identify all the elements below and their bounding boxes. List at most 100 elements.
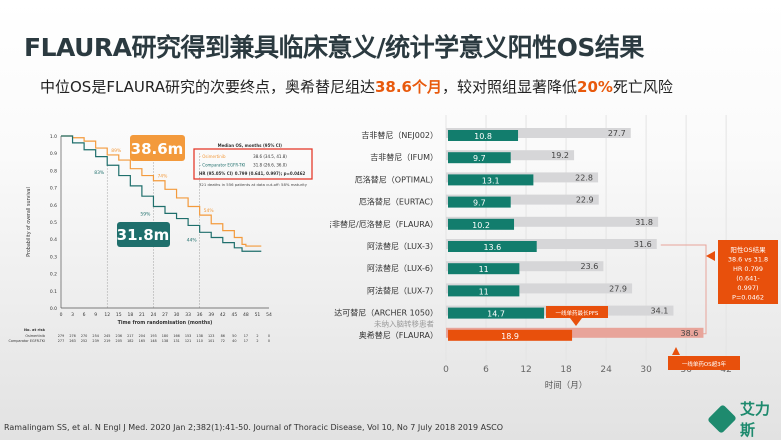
- callout-arrow: [706, 251, 715, 261]
- os-value: 31.6: [634, 240, 652, 249]
- os-value: 22.8: [575, 173, 593, 182]
- os-value: 23.6: [581, 262, 599, 271]
- callout-box: [718, 240, 778, 304]
- y-tick-label: 0.5: [50, 220, 57, 226]
- survival-label: 83%: [94, 170, 105, 176]
- x-tick-label: 12: [104, 312, 110, 318]
- os-value: 34.1: [651, 307, 669, 316]
- risk-value: 0: [268, 339, 270, 343]
- risk-value: 148: [150, 339, 156, 343]
- category-label: 达可替尼（ARCHER 1050）: [334, 308, 438, 318]
- category-label: 吉非替尼/厄洛替尼（FLAURA）: [330, 219, 438, 229]
- os-value: 27.7: [608, 129, 626, 138]
- risk-value: 138: [162, 339, 168, 343]
- category-label: 厄洛替尼（OPTIMAL）: [355, 174, 438, 184]
- subtitle-text: 中位OS是FLAURA研究的次要终点，奥希替尼组达: [40, 78, 375, 96]
- y-axis-label: Probability of overall survival: [26, 187, 32, 257]
- logo: 艾力斯: [707, 398, 781, 440]
- y-tick-label: 0.6: [50, 203, 57, 209]
- bar-pfs: [448, 152, 511, 164]
- x-tick-label: 0: [443, 365, 449, 375]
- risk-value: 166: [173, 334, 179, 338]
- y-tick-label: 0.1: [50, 289, 57, 295]
- pfs-annotation-box: [546, 306, 608, 318]
- os-value: 22.9: [576, 196, 594, 205]
- callout-text: P=0.0462: [732, 294, 764, 302]
- risk-value: 165: [139, 339, 145, 343]
- x-tick-label: 0: [60, 312, 63, 318]
- risk-value: 236: [116, 334, 122, 338]
- km-curve-osimertinib: [61, 135, 262, 247]
- y-tick-label: 0.9: [50, 151, 57, 157]
- pfs-value: 13.6: [483, 243, 501, 252]
- bar-pfs: [448, 263, 520, 275]
- callout-text: (0.641-: [736, 275, 760, 283]
- pfs-value: 11: [479, 265, 489, 274]
- y-tick-label: 0.8: [50, 168, 57, 174]
- legend-note: 321 deaths in 556 patients at data cut-o…: [199, 182, 308, 187]
- bar-pfs: [448, 174, 534, 186]
- os-annotation-arrow: [672, 347, 680, 355]
- os-annotation-text: 一线单药OS超3年: [682, 360, 727, 368]
- subtitle-highlight-median: 38.6个月: [374, 78, 442, 96]
- os-value: 27.9: [609, 284, 627, 293]
- risk-value: 110: [196, 339, 202, 343]
- category-note: 未纳入脑转移患者: [374, 319, 434, 329]
- km-curve-comparator: [61, 135, 262, 252]
- x-tick-label: 42: [220, 312, 226, 318]
- bar-os: [446, 261, 604, 272]
- pfs-value: 10.8: [474, 132, 492, 141]
- bar-os: [446, 239, 657, 249]
- risk-value: 182: [127, 339, 133, 343]
- risk-value: 2: [256, 339, 258, 343]
- bar-pfs: [448, 329, 573, 341]
- slide-title: FLAURA研究得到兼具临床意义/统计学意义阳性OS结果: [24, 33, 644, 62]
- legend-value: 38.6 (34.5, 41.8): [253, 154, 287, 159]
- x-tick-label: 54: [266, 312, 272, 318]
- survival-label: 74%: [157, 174, 168, 180]
- risk-value: 252: [81, 339, 87, 343]
- survival-label: 89%: [111, 148, 122, 154]
- risk-row-label: Comparator EGFR-TKI: [9, 339, 45, 343]
- x-tick-label: 30: [640, 365, 652, 375]
- pfs-value: 9.7: [473, 154, 486, 163]
- risk-value: 217: [127, 334, 133, 338]
- risk-value: 138: [196, 334, 202, 338]
- pfs-value: 9.7: [473, 199, 486, 208]
- bar-pfs: [448, 241, 537, 252]
- logo-text: 艾力斯: [740, 400, 771, 439]
- pfs-value: 18.9: [501, 332, 519, 341]
- category-label: 阿法替尼（LUX-7）: [367, 285, 438, 295]
- callout-text: HR 0.799: [733, 265, 763, 273]
- x-tick-label: 30: [174, 312, 180, 318]
- risk-value: 101: [208, 339, 214, 343]
- os-annotation-box: [668, 356, 740, 370]
- subtitle-text: ，较对照组显著降低: [442, 78, 578, 96]
- median-value-osimertinib: 38.6m: [131, 140, 184, 158]
- x-tick-label: 12: [520, 365, 531, 375]
- y-tick-label: 0.4: [50, 237, 57, 243]
- survival-label: 44%: [187, 237, 198, 243]
- risk-value: 72: [221, 339, 225, 343]
- category-label: 阿法替尼（LUX-3）: [367, 241, 438, 251]
- risk-value: 277: [58, 339, 64, 343]
- x-tick-label: 18: [560, 365, 572, 375]
- risk-value: 121: [185, 339, 191, 343]
- median-value-comparator: 31.8m: [117, 226, 170, 244]
- risk-value: 270: [81, 334, 87, 338]
- risk-value: 204: [139, 334, 145, 338]
- category-label: 阿法替尼（LUX-6）: [367, 263, 438, 273]
- risk-value: 276: [69, 334, 75, 338]
- median-badge-osimertinib: [130, 135, 185, 161]
- legend-label: – Comparator EGFR-TKI: [199, 163, 245, 168]
- y-tick-label: 1.0: [50, 134, 57, 140]
- bar-os: [446, 327, 704, 338]
- pfs-annotation-arrow: [570, 318, 582, 326]
- survival-label: 59%: [140, 212, 151, 218]
- x-tick-label: 15: [116, 312, 122, 318]
- os-value: 31.8: [635, 218, 653, 227]
- risk-value: 0: [268, 334, 270, 338]
- bar-pfs: [448, 196, 511, 208]
- bar-chart: 06121824303642时间（月）吉非替尼（NEJ002）10.827.7吉…: [330, 115, 778, 391]
- logo-icon: [707, 404, 737, 434]
